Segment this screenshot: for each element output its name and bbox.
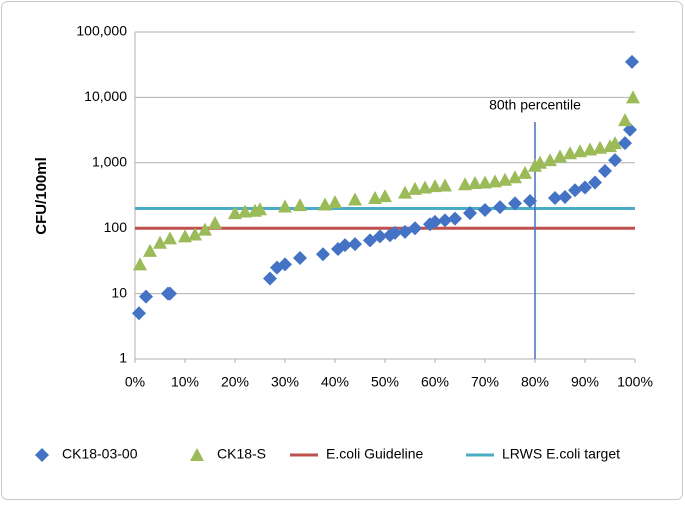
diamond-marker xyxy=(132,306,146,321)
diamond-marker xyxy=(625,54,639,69)
diamond-marker xyxy=(558,189,572,204)
triangle-marker xyxy=(208,216,222,230)
y-tick-label: 10,000 xyxy=(84,88,127,104)
triangle-marker xyxy=(478,175,492,189)
diamond-marker xyxy=(578,180,592,195)
legend-label: CK18-03-00 xyxy=(62,446,138,462)
diamond-marker xyxy=(588,175,602,190)
diamond-marker xyxy=(548,190,562,205)
diamond-marker xyxy=(363,233,377,248)
triangle-marker xyxy=(143,243,157,257)
x-tick-label: 90% xyxy=(571,374,599,390)
triangle-marker xyxy=(408,181,422,195)
triangle-marker xyxy=(428,179,442,193)
triangle-marker xyxy=(278,199,292,213)
triangle-marker xyxy=(190,448,204,461)
diamond-marker xyxy=(348,237,362,252)
diamond-marker xyxy=(523,194,537,209)
triangle-marker xyxy=(543,153,557,167)
triangle-marker xyxy=(518,165,532,179)
x-tick-label: 50% xyxy=(371,374,399,390)
legend-label: CK18-S xyxy=(217,446,266,462)
x-tick-label: 80% xyxy=(521,374,549,390)
triangle-marker xyxy=(253,202,267,216)
diamond-marker xyxy=(508,196,522,211)
x-tick-label: 70% xyxy=(471,374,499,390)
triangle-marker xyxy=(163,231,177,245)
triangle-marker xyxy=(238,204,252,218)
diamond-marker xyxy=(478,202,492,217)
triangle-marker xyxy=(508,170,522,184)
triangle-marker xyxy=(178,229,192,243)
diamond-marker xyxy=(139,289,153,304)
diamond-marker xyxy=(278,257,292,272)
diamond-marker xyxy=(623,122,637,137)
triangle-marker xyxy=(328,195,342,209)
percentile-label: 80th percentile xyxy=(489,97,581,113)
x-tick-label: 100% xyxy=(617,374,653,390)
diamond-marker xyxy=(338,238,352,253)
diamond-marker xyxy=(598,163,612,178)
diamond-marker xyxy=(388,225,402,240)
triangle-marker xyxy=(468,176,482,190)
triangle-marker xyxy=(583,142,597,156)
diamond-marker xyxy=(618,136,632,151)
diamond-marker xyxy=(35,448,49,462)
y-tick-label: 100,000 xyxy=(76,23,127,39)
x-tick-label: 30% xyxy=(271,374,299,390)
legend-label: LRWS E.coli target xyxy=(502,446,620,462)
x-tick-label: 60% xyxy=(421,374,449,390)
y-tick-label: 1,000 xyxy=(92,154,127,170)
triangle-marker xyxy=(608,136,622,150)
triangle-marker xyxy=(593,140,607,154)
triangle-marker xyxy=(418,180,432,194)
diamond-marker xyxy=(163,286,177,301)
triangle-marker xyxy=(438,178,452,192)
triangle-marker xyxy=(573,144,587,158)
diamond-marker xyxy=(293,251,307,266)
triangle-marker xyxy=(626,90,640,104)
y-tick-label: 100 xyxy=(104,219,128,235)
diamond-marker xyxy=(608,153,622,168)
triangle-marker xyxy=(368,190,382,204)
diamond-marker xyxy=(438,213,452,228)
triangle-marker xyxy=(228,206,242,220)
triangle-marker xyxy=(153,235,167,249)
y-tick-label: 1 xyxy=(119,350,127,366)
triangle-marker xyxy=(398,185,412,199)
triangle-marker xyxy=(198,222,212,236)
triangle-marker xyxy=(458,177,472,191)
diamond-marker xyxy=(448,211,462,226)
diamond-marker xyxy=(428,214,442,229)
y-tick-label: 10 xyxy=(111,284,127,300)
diamond-marker xyxy=(568,183,582,198)
triangle-marker xyxy=(618,113,632,127)
diamond-marker xyxy=(316,247,330,262)
diamond-marker xyxy=(493,200,507,215)
diamond-marker xyxy=(408,221,422,236)
x-tick-label: 10% xyxy=(171,374,199,390)
triangle-marker xyxy=(488,174,502,188)
triangle-marker xyxy=(348,192,362,206)
triangle-marker xyxy=(378,189,392,203)
y-axis-label: CFU/100ml xyxy=(33,157,50,235)
triangle-marker xyxy=(188,227,202,241)
x-tick-label: 40% xyxy=(321,374,349,390)
diamond-marker xyxy=(463,206,477,221)
diamond-marker xyxy=(373,229,387,244)
legend-label: E.coli Guideline xyxy=(326,446,423,462)
triangle-marker xyxy=(293,198,307,212)
diamond-marker xyxy=(263,271,277,286)
x-tick-label: 0% xyxy=(125,374,145,390)
triangle-marker xyxy=(133,257,147,271)
x-tick-label: 20% xyxy=(221,374,249,390)
triangle-marker xyxy=(563,146,577,160)
